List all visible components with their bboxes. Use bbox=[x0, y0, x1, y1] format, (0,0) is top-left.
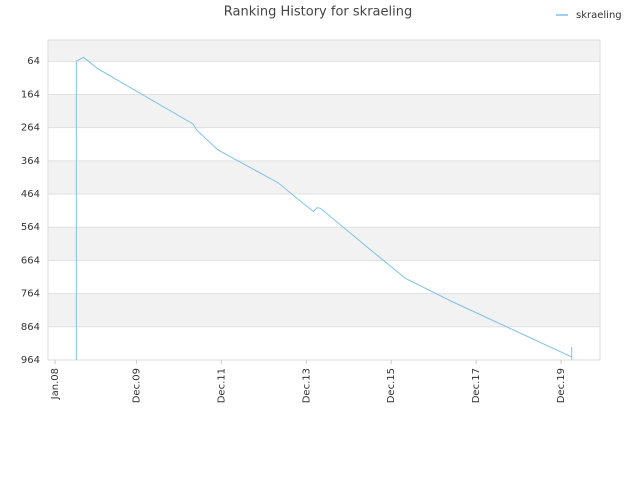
x-tick-label: Dec.13 bbox=[301, 368, 312, 403]
series-line bbox=[75, 56, 573, 360]
x-tick-label: Dec.19 bbox=[556, 368, 567, 403]
band bbox=[48, 293, 600, 327]
chart-title: Ranking History for skraeling bbox=[224, 5, 412, 20]
y-tick-label: 364 bbox=[21, 156, 40, 167]
y-tick-label: 464 bbox=[21, 189, 40, 200]
band bbox=[48, 94, 600, 128]
y-tick-label: 664 bbox=[21, 255, 40, 266]
band bbox=[48, 40, 600, 62]
legend-label: skraeling bbox=[576, 10, 622, 21]
y-tick-label: 864 bbox=[21, 322, 40, 333]
x-tick-label: Dec.11 bbox=[216, 368, 227, 403]
x-tick-label: Dec.09 bbox=[131, 368, 142, 403]
y-tick-label: 764 bbox=[21, 289, 40, 300]
x-tick-label: Jan.08 bbox=[50, 368, 61, 400]
x-tick-label: Dec.17 bbox=[471, 368, 482, 403]
band bbox=[48, 227, 600, 261]
y-tick-label: 64 bbox=[27, 56, 40, 67]
y-tick-label: 964 bbox=[21, 355, 40, 366]
y-tick-label: 164 bbox=[21, 89, 40, 100]
plot-border bbox=[47, 39, 601, 361]
y-tick-label: 564 bbox=[21, 222, 40, 233]
x-tick-label: Dec.15 bbox=[386, 368, 397, 403]
band bbox=[48, 160, 600, 195]
y-tick-label: 264 bbox=[21, 123, 40, 134]
